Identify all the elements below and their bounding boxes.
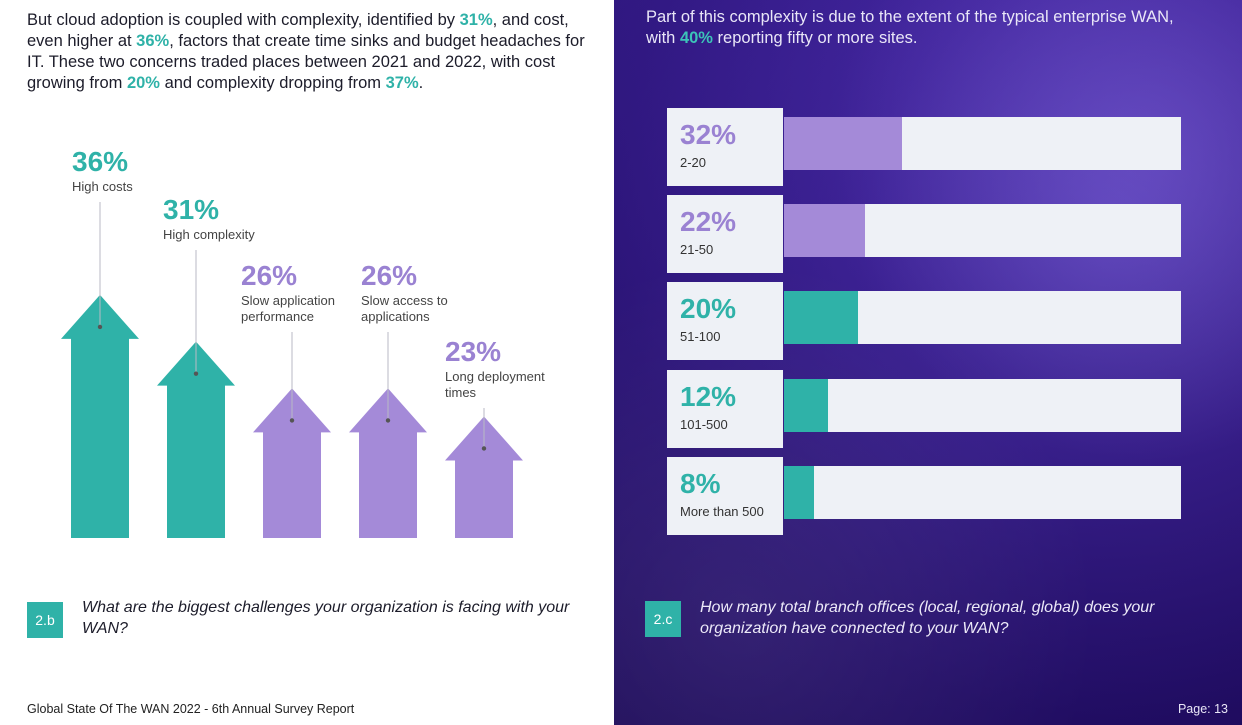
arrow-value-label-2: 26% [241,260,297,291]
bar-track-3 [784,379,1181,432]
bar-value-label-2: 20% [680,293,737,324]
leader-dot-0 [97,324,103,330]
intro-left-text-6: and complexity dropping from [159,74,386,92]
leader-dot-2 [289,418,295,423]
bar-fill-3 [784,379,829,432]
bar-fill-1 [784,204,866,257]
bar-label-box-3: 12% 101-500 [667,370,783,448]
right-panel: Part of this complexity is due to the ex… [614,0,1242,725]
bar-fill-0 [784,117,903,170]
question-number-badge-2b: 2.b [27,602,63,638]
bar-value-label-3: 12% [680,381,737,412]
arrow-category-label-4-0: Long deployment [445,369,545,384]
arrow-category-label-1-0: High complexity [163,227,255,242]
intro-left-highlight-7: 37% [385,74,419,92]
arrow-value-label-0: 36% [72,146,128,177]
arrow-value-label-3: 26% [361,260,417,291]
bar-label-box-2: 20% 51-100 [667,282,783,360]
intro-left-text-4: , factors that create time sinks and bud… [27,32,585,92]
footer-report-title: Global State Of The WAN 2022 - 6th Annua… [27,702,355,716]
intro-text-right: Part of this complexity is due to the ex… [646,7,1206,49]
arrow-category-label-2-1: performance [241,309,314,324]
bar-row-0: 32% 2-20 [667,108,1181,186]
bar-value-label-0: 32% [680,119,737,150]
bar-fill-4 [784,466,814,519]
intro-left-highlight-3: 36% [136,32,170,50]
bar-category-label-3: 101-500 [680,417,728,432]
arrow-bar-0 [61,294,139,538]
branch-offices-bar-chart: 32% 2-20 22% 21-50 20% 51-100 12% 101-500 8% More… [614,0,1242,725]
bar-row-3: 12% 101-500 [667,370,1181,448]
intro-left-text-0: But cloud adoption is coupled with compl… [27,11,460,29]
arrow-category-label-2-0: Slow application [241,293,335,308]
arrow-bar-1 [157,341,235,538]
question-text-2b: What are the biggest challenges your org… [82,599,570,637]
bar-category-label-1: 21-50 [680,242,714,257]
bar-fill-2 [784,291,858,344]
intro-text-left: But cloud adoption is coupled with compl… [27,10,587,94]
left-panel: But cloud adoption is coupled with compl… [0,0,614,725]
bar-value-label-4: 8% [680,468,721,499]
page-number: Page: 13 [1177,702,1228,716]
intro-right-text-2: reporting fifty or more sites. [712,29,918,47]
bar-category-label-4: More than 500 [680,504,764,519]
question-text-2c: How many total branch offices (local, re… [700,599,1155,637]
leader-dot-3 [385,418,391,423]
bar-category-label-2: 51-100 [680,329,721,344]
bar-track-1 [784,204,1181,257]
arrow-bar-2 [253,388,331,538]
arrow-category-label-3-0: Slow access to [361,293,448,308]
bar-label-box-1: 22% 21-50 [667,195,783,273]
leader-dot-1 [193,371,199,376]
arrow-value-label-1: 31% [163,194,219,225]
intro-left-text-2: , and cost, even higher at [27,11,569,50]
arrow-value-label-4: 23% [445,336,501,367]
bar-row-4: 8% More than 500 [667,457,1181,535]
intro-right-text-0: Part of this complexity is due to the ex… [646,8,1174,47]
bar-label-box-4: 8% More than 500 [667,457,783,535]
bar-value-label-1: 22% [680,206,737,237]
arrow-category-label-3-1: applications [361,309,430,324]
bar-track-0 [784,117,1181,170]
arrow-bar-4 [445,416,523,538]
bar-track-4 [784,466,1181,519]
intro-left-highlight-5: 20% [126,74,160,92]
bar-label-box-0: 32% 2-20 [667,108,783,186]
leader-dot-4 [481,446,487,451]
challenges-arrow-chart: 36% High costs 31% High complexity 26% Slow a… [61,146,545,538]
bar-category-label-0: 2-20 [680,155,707,170]
arrow-bar-3 [349,388,427,538]
arrow-category-label-4-1: times [445,385,477,400]
bar-row-2: 20% 51-100 [667,282,1181,360]
arrow-category-label-0-0: High costs [72,179,133,194]
intro-left-text-8: . [418,74,424,92]
intro-right-highlight-1: 40% [679,29,713,47]
bar-track-2 [784,291,1181,344]
intro-left-highlight-1: 31% [459,11,493,29]
bar-row-1: 22% 21-50 [667,195,1181,273]
question-number-badge-2c: 2.c [645,601,681,637]
